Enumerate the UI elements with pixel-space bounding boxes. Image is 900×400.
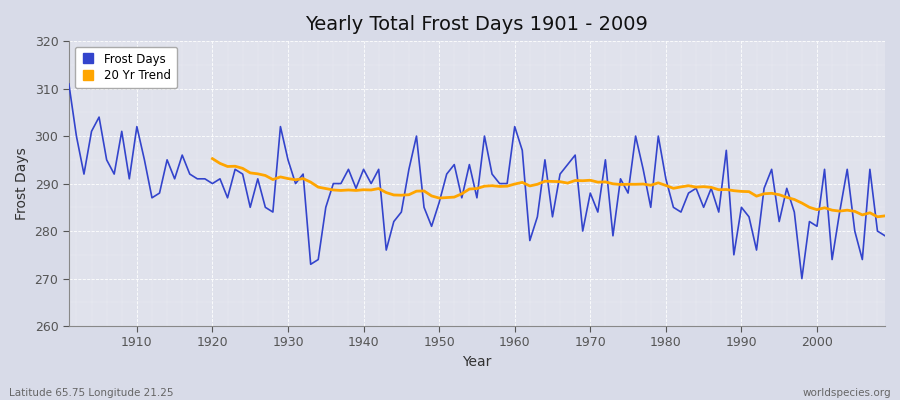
Text: worldspecies.org: worldspecies.org [803,388,891,398]
Text: Latitude 65.75 Longitude 21.25: Latitude 65.75 Longitude 21.25 [9,388,174,398]
Title: Yearly Total Frost Days 1901 - 2009: Yearly Total Frost Days 1901 - 2009 [305,15,648,34]
X-axis label: Year: Year [463,355,491,369]
Legend: Frost Days, 20 Yr Trend: Frost Days, 20 Yr Trend [75,47,177,88]
Y-axis label: Frost Days: Frost Days [15,147,29,220]
